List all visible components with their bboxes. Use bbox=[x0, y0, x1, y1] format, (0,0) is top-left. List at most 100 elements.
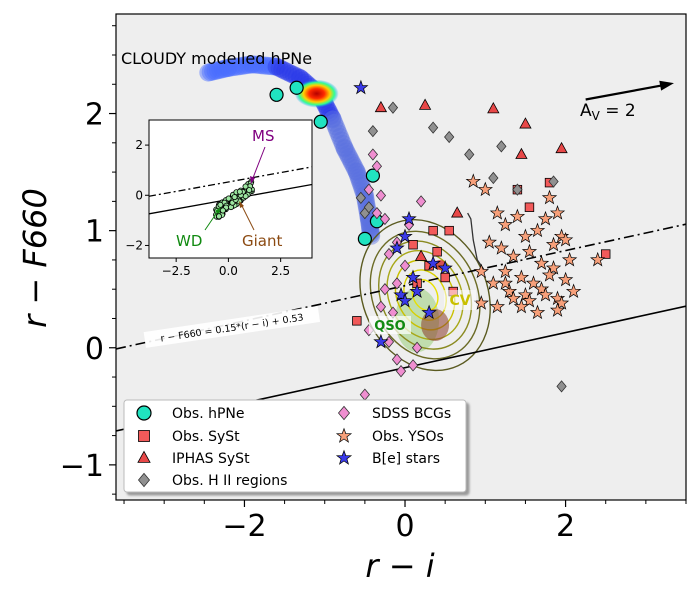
be-point bbox=[409, 283, 425, 299]
main-axes: −2 0 2 −1 0 1 2 bbox=[60, 25, 687, 544]
iphas-point bbox=[515, 147, 528, 159]
yso-point bbox=[529, 222, 546, 238]
hpne-point bbox=[289, 80, 304, 95]
yso-point bbox=[521, 243, 538, 259]
yso-point bbox=[537, 286, 554, 302]
legend-entry-hii: Obs. H II regions bbox=[137, 472, 287, 489]
yso-point bbox=[489, 205, 505, 220]
bcg-point bbox=[363, 183, 375, 196]
inset-ms-label: MS bbox=[252, 127, 274, 145]
syst-point bbox=[601, 249, 611, 259]
svg-text:Obs. H II regions: Obs. H II regions bbox=[172, 473, 287, 489]
yso-point bbox=[501, 283, 518, 299]
x-tick-label: 2 bbox=[556, 509, 575, 544]
cloudy-label: CLOUDY modelled hPNe bbox=[121, 49, 312, 68]
iphas-point bbox=[451, 206, 464, 218]
svg-text:Obs. YSOs: Obs. YSOs bbox=[372, 429, 444, 445]
inset-x-tick-label: 0.0 bbox=[219, 264, 238, 278]
inset-x-tick-label: 2.5 bbox=[271, 264, 290, 278]
iphas-point bbox=[418, 98, 432, 110]
bcg-point bbox=[407, 359, 419, 372]
x-axis-label: r − i bbox=[365, 547, 434, 585]
yso-point bbox=[489, 298, 505, 314]
yso-point bbox=[557, 231, 574, 247]
hii-point bbox=[355, 191, 366, 205]
hii-point bbox=[367, 124, 379, 138]
be-point bbox=[437, 260, 453, 275]
yso-point bbox=[497, 275, 513, 290]
bcg-point bbox=[383, 247, 395, 261]
bcg-point bbox=[375, 300, 387, 313]
hii-point bbox=[548, 175, 559, 188]
hii-point bbox=[496, 140, 507, 153]
syst-point bbox=[444, 225, 454, 236]
y-tick-label: 2 bbox=[85, 98, 104, 133]
yso-point bbox=[533, 255, 550, 270]
yso-point bbox=[541, 267, 558, 282]
inset-plot: −2.5 0.0 2.5 −2 0 2 MS WD Giant bbox=[125, 119, 313, 278]
iphas-point bbox=[487, 102, 500, 114]
svg-text:CV: CV bbox=[449, 293, 470, 309]
be-point bbox=[389, 240, 405, 255]
svg-text:Obs. SySt: Obs. SySt bbox=[172, 429, 240, 445]
be-point bbox=[401, 210, 417, 226]
bcg-point bbox=[415, 195, 427, 208]
qso-label: QSO bbox=[369, 316, 411, 334]
cv-label: CV bbox=[444, 290, 476, 310]
bcg-point bbox=[371, 160, 383, 173]
be-point bbox=[393, 286, 409, 302]
yso-point bbox=[545, 236, 562, 252]
hii-point bbox=[427, 121, 439, 134]
hpne-point bbox=[269, 87, 284, 102]
hii-point bbox=[444, 130, 455, 144]
series-hpne bbox=[269, 80, 385, 246]
yso-point bbox=[533, 281, 550, 296]
y-tick-label: 1 bbox=[85, 215, 104, 250]
bcg-point bbox=[371, 206, 383, 220]
hpne-point bbox=[357, 231, 372, 246]
inset-wd-label: WD bbox=[176, 232, 202, 250]
inset-x-tick-label: −2.5 bbox=[162, 264, 191, 278]
yso-point bbox=[481, 234, 497, 249]
yso-point bbox=[509, 208, 526, 224]
hii-point bbox=[464, 148, 475, 161]
syst-point bbox=[352, 316, 362, 326]
bcg-point bbox=[391, 277, 403, 290]
yso-point bbox=[465, 173, 481, 188]
iphas-point bbox=[414, 249, 428, 261]
yso-point bbox=[477, 181, 493, 197]
bcg-point bbox=[367, 148, 379, 161]
bcg-point bbox=[411, 341, 423, 354]
svg-text:Obs. hPNe: Obs. hPNe bbox=[172, 406, 245, 422]
av-label: AV = 2 bbox=[580, 101, 636, 123]
yso-point bbox=[505, 290, 522, 306]
bcg-point bbox=[379, 283, 391, 296]
bcg-point bbox=[391, 353, 403, 366]
legend bbox=[123, 399, 467, 493]
iphas-point bbox=[374, 100, 388, 113]
bcg-point bbox=[399, 259, 411, 272]
inset-y-tick-label: 2 bbox=[135, 138, 143, 152]
syst-point bbox=[408, 240, 418, 250]
legend-entry-iphas: IPHAS SySt bbox=[137, 450, 250, 467]
iphas-point bbox=[519, 117, 532, 129]
legend-entry-syst: Obs. SySt bbox=[138, 429, 240, 445]
yso-point bbox=[545, 260, 562, 275]
series-iphas bbox=[374, 98, 568, 261]
hii-point bbox=[512, 183, 523, 196]
yso-point bbox=[541, 189, 558, 205]
series-be bbox=[353, 79, 453, 349]
inset-y-tick-label: 0 bbox=[135, 188, 143, 202]
bcg-point bbox=[379, 212, 391, 226]
yso-point bbox=[557, 271, 574, 287]
legend-items: Obs. hPNe Obs. SySt IPHAS SySt Obs. H II re… bbox=[136, 405, 451, 489]
series-yso bbox=[465, 173, 606, 320]
be-point bbox=[353, 79, 369, 95]
yso-point bbox=[517, 286, 534, 302]
syst-point bbox=[432, 247, 442, 257]
y-tick-label: −1 bbox=[60, 449, 104, 484]
yso-point bbox=[561, 251, 578, 267]
legend-entry-bcg: SDSS BCGs bbox=[337, 405, 451, 422]
iphas-point bbox=[555, 141, 568, 154]
